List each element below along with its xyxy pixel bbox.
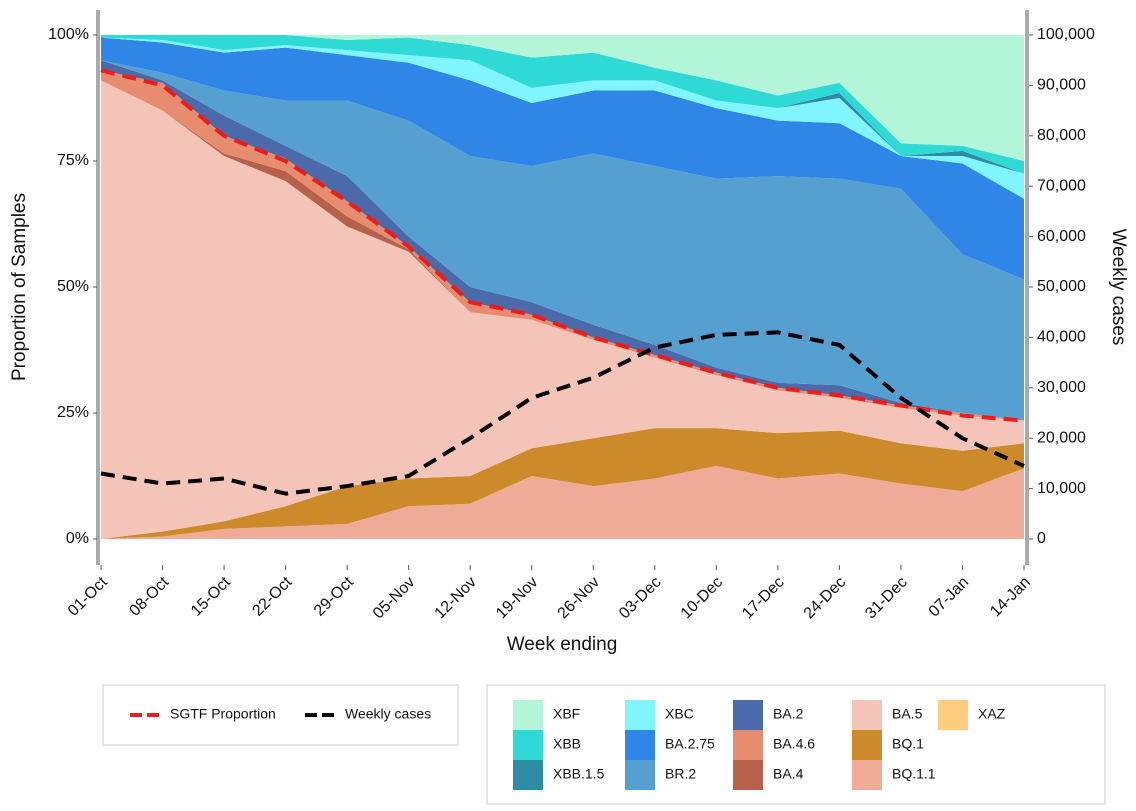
legend-label: XBC — [665, 706, 694, 722]
area — [101, 465, 1024, 539]
legend-swatch — [625, 760, 655, 790]
y-tick-label: 75% — [57, 152, 89, 169]
legend-swatch — [733, 700, 763, 730]
y2-tick-label: 40,000 — [1037, 329, 1086, 346]
legend-label: BA.4 — [773, 766, 804, 782]
legend-swatch — [625, 730, 655, 760]
legend-swatch — [625, 700, 655, 730]
y2-tick-label: 70,000 — [1037, 177, 1086, 194]
x-tick-label: 26-Nov — [555, 574, 604, 623]
y2-tick-label: 80,000 — [1037, 127, 1086, 144]
area — [101, 35, 1024, 161]
legend-label: XBB.1.5 — [553, 766, 605, 782]
y2-tick-label: 60,000 — [1037, 228, 1086, 245]
legend-swatch — [733, 730, 763, 760]
x-tick-label: 01-Oct — [65, 573, 111, 619]
legend-label: XBF — [553, 706, 580, 722]
legend-label: BA.4.6 — [773, 736, 815, 752]
area — [101, 60, 1024, 421]
legend-label: BA.5 — [892, 706, 923, 722]
x-tick-label: 07-Jan — [926, 574, 973, 621]
line — [100, 68, 1025, 423]
y-tick-label: 50% — [57, 278, 89, 295]
x-tick-label: 19-Nov — [493, 574, 542, 623]
legend-label: XAZ — [978, 706, 1006, 722]
legend-box — [102, 684, 459, 746]
y2-tick-label: 0 — [1037, 530, 1046, 547]
legend-swatch — [513, 730, 543, 760]
area — [101, 80, 1024, 540]
y-axis-title: Proportion of Samples — [9, 193, 30, 381]
legend-label: BR.2 — [665, 766, 696, 782]
x-tick-label: 22-Oct — [249, 573, 295, 619]
x-tick-label: 29-Oct — [311, 573, 357, 619]
area — [101, 37, 1024, 199]
y2-axis-title: Weekly cases — [1108, 229, 1129, 346]
x-tick-label: 31-Dec — [862, 574, 911, 623]
x-axis-title: Week ending — [507, 634, 618, 655]
legend-label: SGTF Proportion — [170, 706, 276, 722]
x-tick-label: 15-Oct — [188, 573, 234, 619]
legend-swatch — [938, 700, 968, 730]
legend-label: BQ.1 — [892, 736, 924, 752]
x-tick-label: 05-Nov — [370, 574, 419, 623]
legend-swatch — [852, 700, 882, 730]
area — [101, 428, 1024, 539]
legend-label: BA.2 — [773, 706, 804, 722]
x-tick-label: 10-Dec — [678, 574, 727, 623]
y2-tick-label: 30,000 — [1037, 379, 1086, 396]
x-tick-label: 08-Oct — [126, 573, 172, 619]
legend-label: BQ.1.1 — [892, 766, 936, 782]
legend-box — [486, 684, 1106, 805]
y2-tick-label: 50,000 — [1037, 278, 1086, 295]
x-tick-label: 03-Dec — [616, 574, 665, 623]
area — [101, 35, 1024, 174]
legend-swatch — [852, 730, 882, 760]
y-tick-label: 0% — [66, 530, 89, 547]
x-tick-label: 14-Jan — [987, 574, 1034, 621]
legend-label: BA.2.75 — [665, 736, 715, 752]
legend-swatch — [852, 760, 882, 790]
x-tick-label: 24-Dec — [801, 574, 850, 623]
y2-tick-label: 20,000 — [1037, 429, 1086, 446]
legend-swatch — [513, 700, 543, 730]
x-tick-label: 12-Nov — [432, 574, 481, 623]
legend-label: XBB — [553, 736, 581, 752]
area — [101, 37, 1024, 280]
x-tick-label: 17-Dec — [739, 574, 788, 623]
y2-tick-label: 10,000 — [1037, 480, 1086, 497]
legend-swatch — [513, 760, 543, 790]
y-tick-label: 100% — [48, 26, 89, 43]
y2-tick-label: 100,000 — [1037, 26, 1095, 43]
legend-swatch — [733, 760, 763, 790]
line — [100, 330, 1025, 496]
y2-tick-label: 90,000 — [1037, 77, 1086, 94]
y-tick-label: 25% — [57, 404, 89, 421]
legend-label: Weekly cases — [345, 706, 431, 722]
